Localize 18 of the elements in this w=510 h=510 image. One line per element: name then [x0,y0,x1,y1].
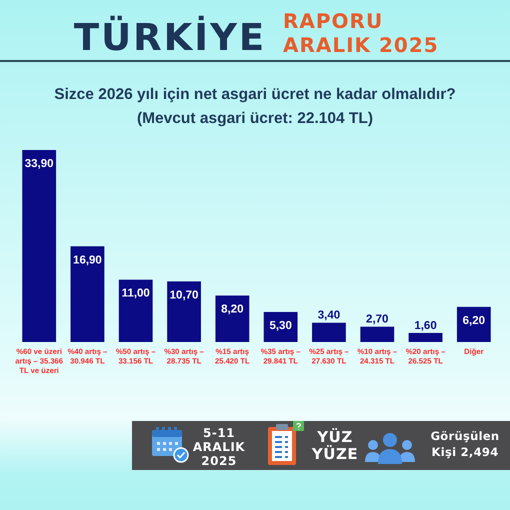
data-label: 1,60 [414,320,437,332]
data-label: 16,90 [73,254,102,266]
data-label: 10,70 [170,289,198,302]
data-label: 8,20 [221,304,244,316]
data-label: 2,70 [366,314,388,326]
text: ARALIK 2025 [283,33,439,57]
data-label: 33,90 [24,158,54,170]
text: RAPORU [283,9,384,33]
chart-title: Sizce 2026 yılı için net asgari ücret ne kadar olmalıdır? [54,86,456,103]
text: YÜZ YÜZE [310,428,358,463]
text: Görüşülen Kişi 2,494 [430,429,500,459]
data-label: 11,00 [122,288,150,300]
chart-subtitle: (Mevcut asgari ücret: 22.104 TL) [136,110,374,127]
data-label: 6,20 [462,314,486,327]
data-label: 5,30 [269,320,292,332]
data-label: 3,40 [318,310,340,322]
text: 5-11 ARALIK 2025 [192,426,246,468]
text: TÜRKİYE [74,15,266,59]
